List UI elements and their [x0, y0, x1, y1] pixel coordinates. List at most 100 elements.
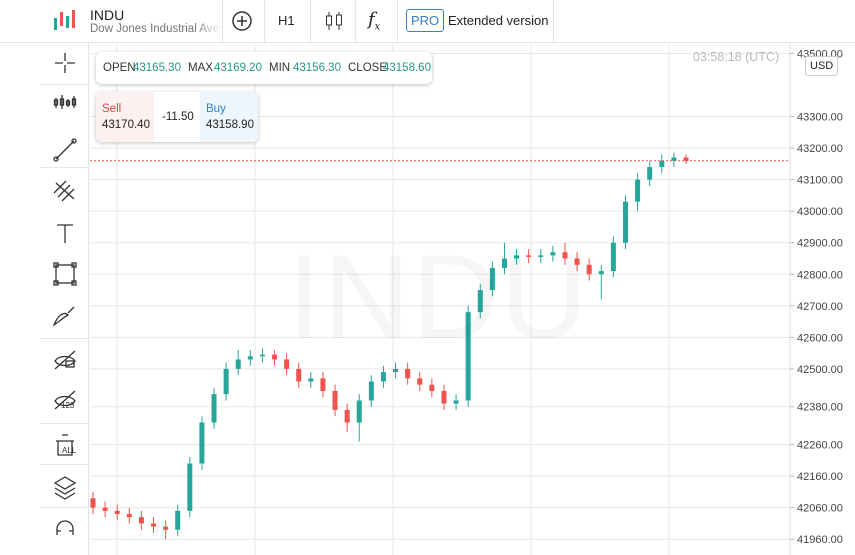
extended-version-link[interactable]: Extended version [448, 13, 549, 28]
y-tick-label: 43100.00 [797, 175, 843, 187]
buy-button[interactable]: Buy 43158.90 [200, 92, 258, 142]
candle-body [441, 390, 447, 404]
symbol[interactable]: INDU [90, 7, 125, 23]
candle-body [284, 359, 290, 369]
candle-body [477, 290, 483, 313]
trade-panel: Sell 43170.40 -11.50 Buy 43158.90 [96, 92, 258, 142]
candle-body [393, 368, 399, 373]
candle-body [429, 384, 435, 391]
drawing-toolbar: 123 ALL [0, 43, 89, 555]
candle-body [308, 378, 314, 382]
svg-text:123: 123 [61, 401, 75, 410]
chart-type-button[interactable] [324, 10, 344, 32]
open-value: 43165.30 [133, 62, 181, 74]
pro-button[interactable]: PRO [406, 9, 445, 32]
y-tick-label: 42600.00 [797, 332, 843, 344]
y-tick-label: 43000.00 [797, 206, 843, 218]
y-tick-label: 42700.00 [797, 301, 843, 313]
candle-body [538, 255, 544, 257]
candle-body [259, 354, 265, 357]
sell-label: Sell [102, 103, 122, 115]
candle-body [90, 498, 96, 508]
open-label: OPEN [103, 62, 136, 74]
candle-body [126, 513, 132, 518]
y-tick-label: 41960.00 [797, 534, 843, 546]
candle-body [501, 258, 507, 268]
candle-body [320, 378, 326, 391]
sell-button[interactable]: Sell 43170.40 [96, 92, 154, 142]
price-chart[interactable]: 43500.0043300.0043200.0043100.0043000.00… [90, 44, 855, 555]
candle-body [296, 368, 302, 382]
svg-text:ALL: ALL [62, 446, 77, 455]
candle-body [683, 157, 689, 161]
candle-body [417, 378, 423, 385]
candle-body [138, 517, 144, 524]
candle-body [114, 510, 120, 514]
candle-body [175, 510, 181, 530]
candle-body [489, 267, 495, 291]
y-tick-label: 43200.00 [797, 143, 843, 155]
candle-body [187, 463, 193, 511]
timestamp: 03:58:18 (UTC) [693, 50, 780, 64]
y-tick-label: 42500.00 [797, 364, 843, 376]
logo-icon [54, 10, 75, 30]
candle-body [405, 368, 411, 379]
buy-price: 43158.90 [206, 119, 254, 131]
candle-body [211, 394, 217, 423]
candle-body [368, 381, 374, 401]
max-label: MAX [188, 62, 213, 74]
y-tick-label: 42900.00 [797, 238, 843, 250]
add-indicator-button[interactable] [231, 10, 253, 32]
sell-price: 43170.40 [102, 119, 150, 131]
candle-body [586, 264, 592, 275]
spread: -11.50 [162, 111, 194, 123]
candle-body [465, 312, 471, 401]
max-value: 43169.20 [214, 62, 262, 74]
candle-body [272, 354, 278, 360]
candle-body [526, 255, 532, 257]
candle-body [163, 526, 169, 530]
watermark: INDU [288, 228, 589, 366]
candle-body [610, 242, 616, 272]
candle-body [344, 409, 350, 423]
close-label: CLOSE [348, 62, 387, 74]
candle-body [332, 390, 338, 410]
candle-body [635, 179, 641, 202]
candle-body [622, 201, 628, 243]
functions-button[interactable]: fx [368, 9, 381, 33]
candle-body [550, 252, 556, 256]
candle-body [562, 252, 568, 259]
candle-body [453, 400, 459, 404]
y-tick-label: 42380.00 [797, 402, 843, 414]
candle-body [598, 271, 604, 275]
candle-body [247, 356, 253, 360]
ohlc-panel: OPEN 43165.30 MAX 43169.20 MIN 43156.30 … [96, 52, 432, 84]
y-tick-label: 43300.00 [797, 112, 843, 124]
interval-button[interactable]: H1 [278, 13, 295, 28]
candle-body [574, 258, 580, 265]
y-tick-label: 42260.00 [797, 440, 843, 452]
candle-body [659, 160, 665, 168]
close-value: 43158.60 [383, 62, 431, 74]
candle-body [380, 372, 386, 382]
currency-badge[interactable]: USD [805, 56, 839, 76]
candle-body [671, 157, 677, 161]
candle-body [199, 422, 205, 464]
min-value: 43156.30 [293, 62, 341, 74]
candle-body [235, 359, 241, 369]
candle-body [223, 368, 229, 395]
tool-icons: 123 ALL [52, 53, 77, 535]
y-tick-label: 42060.00 [797, 503, 843, 515]
buy-label: Buy [206, 103, 226, 115]
top-toolbar: INDU Dow Jones Industrial Average H1 fx … [0, 0, 855, 43]
candle-body [356, 400, 362, 423]
y-tick-label: 42160.00 [797, 471, 843, 483]
candle-body [102, 507, 108, 511]
y-tick-label: 42800.00 [797, 269, 843, 281]
candle-body [647, 167, 653, 180]
min-label: MIN [269, 62, 291, 74]
candle-body [514, 255, 520, 259]
candle-body [151, 523, 157, 527]
symbol-name: Dow Jones Industrial Average [90, 23, 222, 35]
